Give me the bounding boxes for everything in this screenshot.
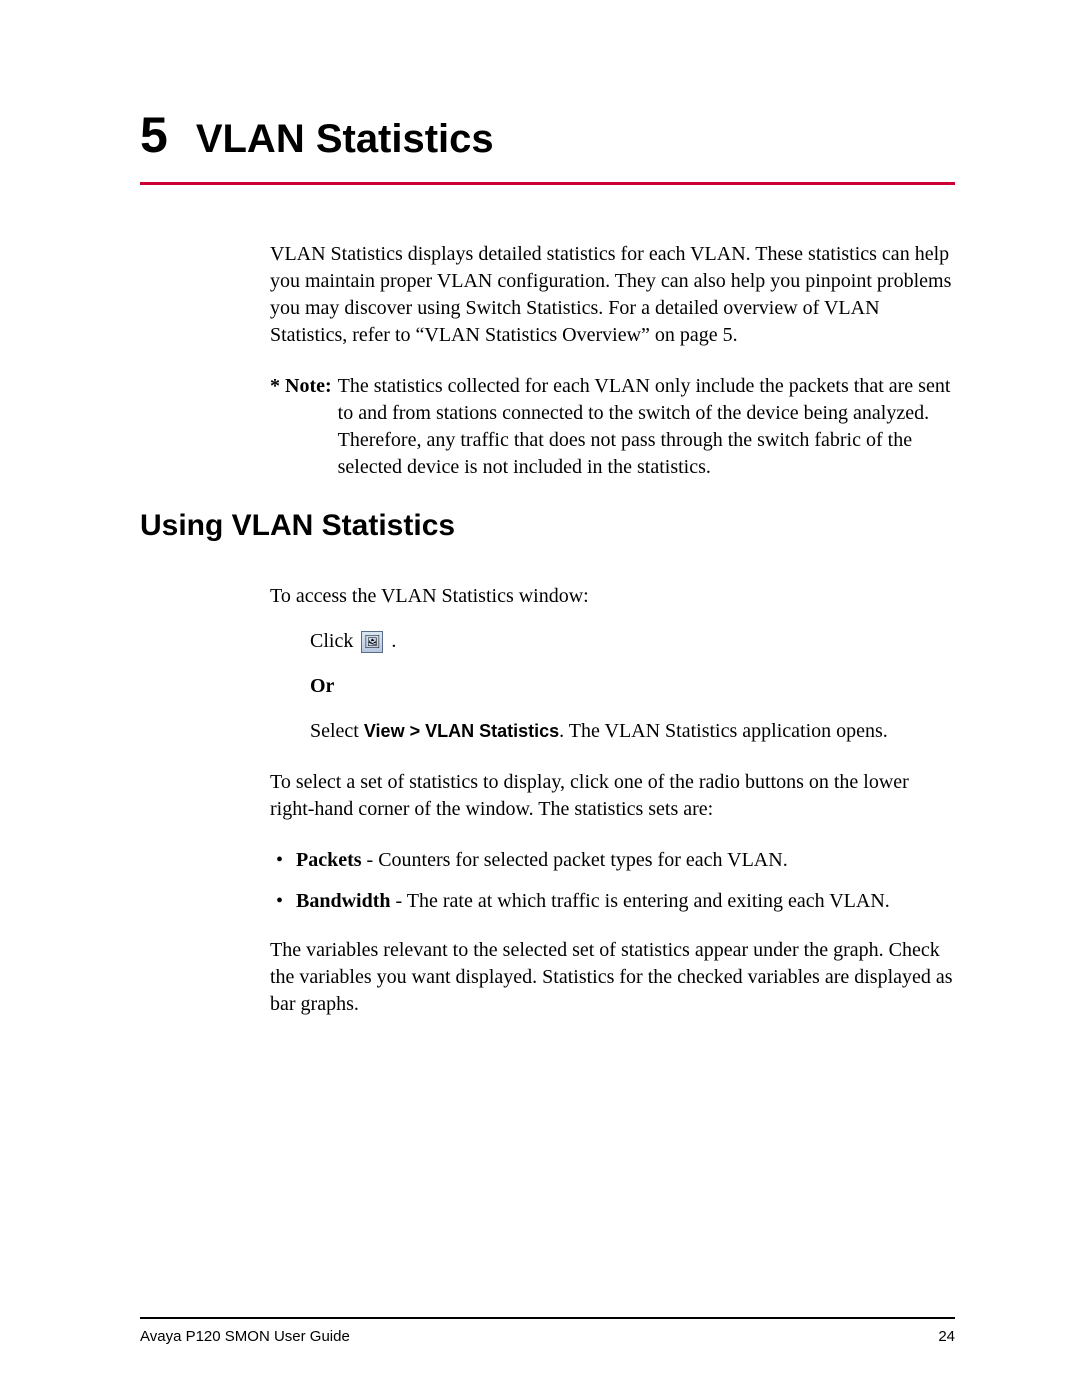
chapter-title: VLAN Statistics bbox=[196, 119, 494, 159]
or-label: Or bbox=[310, 673, 955, 700]
list-item: Bandwidth - The rate at which traffic is… bbox=[270, 888, 955, 915]
section-heading: Using VLAN Statistics bbox=[140, 509, 955, 543]
closing-paragraph: The variables relevant to the selected s… bbox=[270, 937, 955, 1018]
chapter-rule bbox=[140, 182, 955, 185]
select-step: Select View > VLAN Statistics. The VLAN … bbox=[310, 718, 955, 745]
body-column: VLAN Statistics displays detailed statis… bbox=[270, 241, 955, 481]
bullet-desc: - The rate at which traffic is entering … bbox=[391, 890, 890, 912]
click-label: Click bbox=[310, 628, 353, 655]
chapter-number: 5 bbox=[140, 110, 168, 160]
footer-left: Avaya P120 SMON User Guide bbox=[140, 1328, 350, 1345]
select-menu-path: View > VLAN Statistics bbox=[364, 721, 559, 741]
list-item: Packets - Counters for selected packet t… bbox=[270, 847, 955, 874]
intro-paragraph: VLAN Statistics displays detailed statis… bbox=[270, 241, 955, 349]
page-footer: Avaya P120 SMON User Guide 24 bbox=[140, 1328, 955, 1345]
radio-intro: To select a set of statistics to display… bbox=[270, 769, 955, 823]
page-number: 24 bbox=[938, 1328, 955, 1345]
body-column-2: To access the VLAN Statistics window: Cl… bbox=[270, 583, 955, 1018]
click-period: . bbox=[391, 628, 396, 655]
stats-bullet-list: Packets - Counters for selected packet t… bbox=[270, 847, 955, 915]
bullet-term: Bandwidth bbox=[296, 890, 391, 912]
bullet-term: Packets bbox=[296, 849, 362, 871]
access-intro: To access the VLAN Statistics window: bbox=[270, 583, 955, 610]
note-label: * Note: bbox=[270, 373, 332, 481]
click-step: Click 🖼 . bbox=[310, 628, 955, 655]
vlan-stats-icon[interactable]: 🖼 bbox=[361, 631, 383, 653]
steps-block: Click 🖼 . Or Select View > VLAN Statisti… bbox=[310, 628, 955, 745]
note-block: * Note: The statistics collected for eac… bbox=[270, 373, 955, 481]
select-prefix: Select bbox=[310, 720, 364, 742]
bullet-desc: - Counters for selected packet types for… bbox=[362, 849, 788, 871]
chapter-heading: 5 VLAN Statistics bbox=[140, 110, 955, 160]
note-text: The statistics collected for each VLAN o… bbox=[338, 373, 955, 481]
select-suffix: . The VLAN Statistics application opens. bbox=[559, 720, 888, 742]
footer-rule bbox=[140, 1317, 955, 1319]
page: 5 VLAN Statistics VLAN Statistics displa… bbox=[0, 0, 1080, 1397]
